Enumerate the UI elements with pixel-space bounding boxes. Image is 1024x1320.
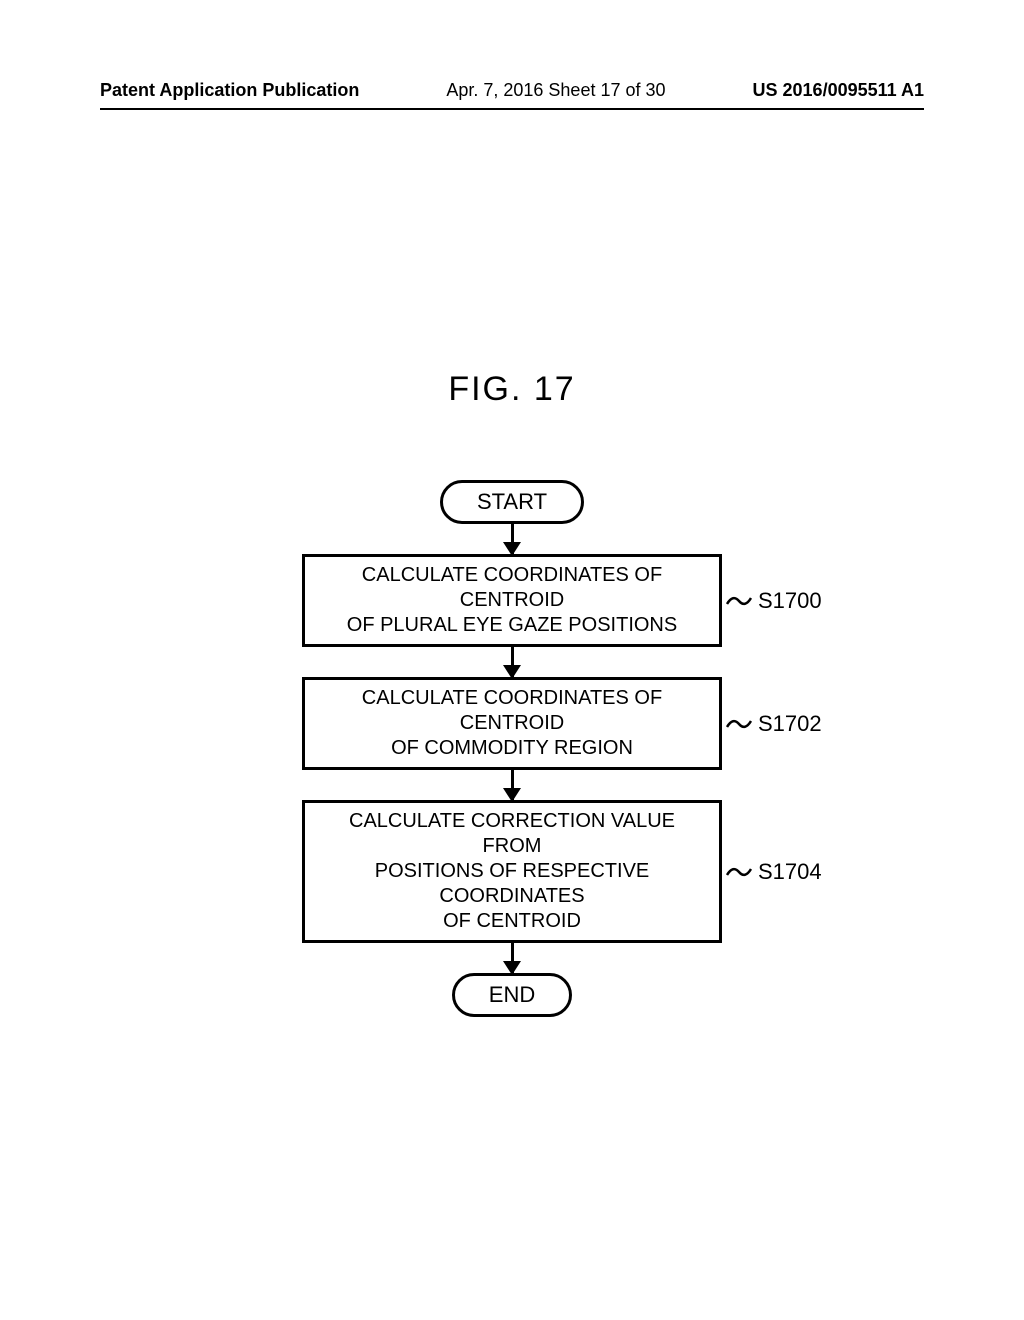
page-header: Patent Application Publication Apr. 7, 2… [0,80,1024,101]
step-label-text: S1700 [758,588,822,614]
header-sheet-info: Apr. 7, 2016 Sheet 17 of 30 [446,80,665,101]
figure-title: FIG. 17 [0,370,1024,409]
process-text-line: OF PLURAL EYE GAZE POSITIONS [317,613,707,638]
process-text-line: CALCULATE CORRECTION VALUE FROM [317,809,707,859]
flow-arrow [511,943,514,973]
flow-end: END [452,973,572,1017]
flow-step-row-0: CALCULATE COORDINATES OF CENTROID OF PLU… [302,554,722,647]
flow-arrow [511,770,514,800]
connector-tilde-icon [726,864,752,880]
connector-tilde-icon [726,716,752,732]
process-text-line: OF COMMODITY REGION [317,736,707,761]
step-label-text: S1704 [758,859,822,885]
step-label-s1702: S1702 [722,711,822,737]
step-label-s1704: S1704 [722,859,822,885]
process-text-line: CALCULATE COORDINATES OF CENTROID [317,686,707,736]
flowchart: START CALCULATE COORDINATES OF CENTROID … [0,480,1024,1017]
process-text-line: POSITIONS OF RESPECTIVE COORDINATES [317,859,707,909]
step-label-text: S1702 [758,711,822,737]
flow-step-row-1: CALCULATE COORDINATES OF CENTROID OF COM… [302,677,722,770]
connector-tilde-icon [726,593,752,609]
flow-step-row-2: CALCULATE CORRECTION VALUE FROM POSITION… [302,800,722,943]
flow-arrow [511,524,514,554]
process-text-line: OF CENTROID [317,909,707,934]
flow-process-s1704: CALCULATE CORRECTION VALUE FROM POSITION… [302,800,722,943]
header-publication: Patent Application Publication [100,80,359,101]
step-label-s1700: S1700 [722,588,822,614]
header-underline [100,108,924,110]
header-doc-number: US 2016/0095511 A1 [753,80,924,101]
flow-start: START [440,480,584,524]
process-text-line: CALCULATE COORDINATES OF CENTROID [317,563,707,613]
flow-arrow [511,647,514,677]
flow-process-s1702: CALCULATE COORDINATES OF CENTROID OF COM… [302,677,722,770]
flow-process-s1700: CALCULATE COORDINATES OF CENTROID OF PLU… [302,554,722,647]
